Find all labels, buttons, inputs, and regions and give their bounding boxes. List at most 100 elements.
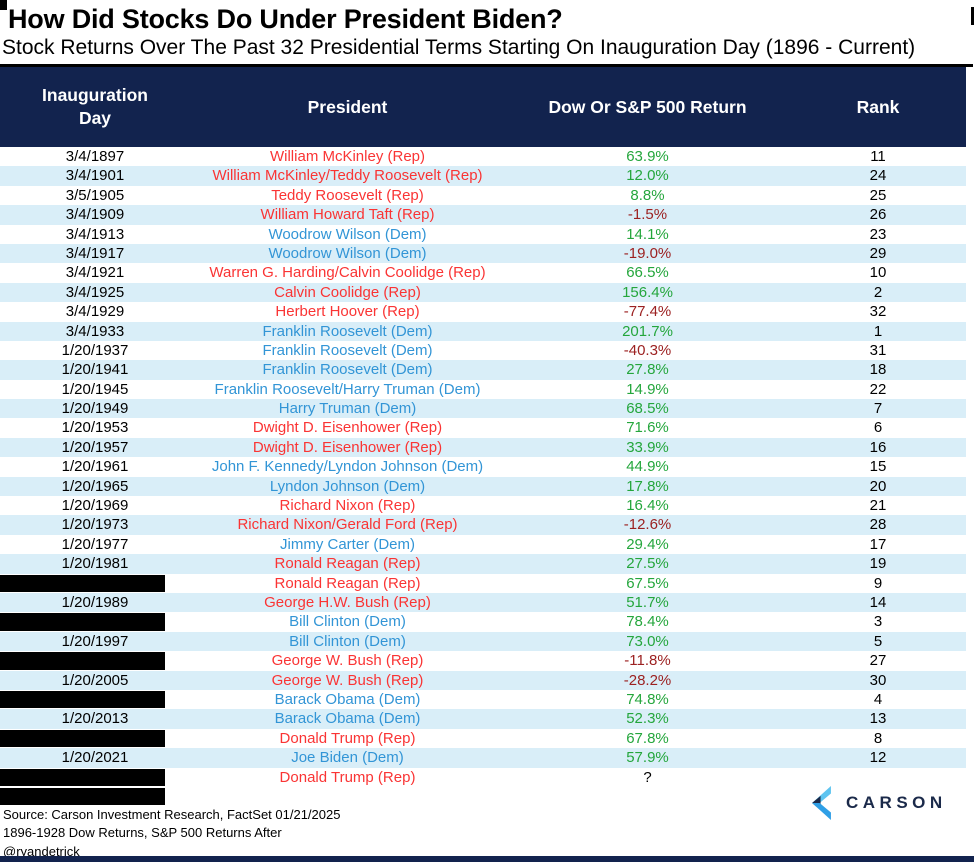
return-cell: -19.0% [623,244,672,262]
table-row: 3/4/1897 William McKinley (Rep) 63.9% 11 [0,147,966,167]
rank-cell: 28 [869,516,887,534]
return-cell: -1.5% [627,206,668,224]
twitter-handle: @ryandetrick [3,843,80,859]
inauguration-day-cell: 1/20/2013 [61,710,129,728]
return-cell: 29.4% [626,535,669,553]
inauguration-day-cell: 1/20/1989 [61,593,129,611]
inauguration-day-cell [0,690,190,709]
rank-cell [790,768,966,787]
inauguration-day-cell: 1/20/1957 [61,438,129,456]
inauguration-day-cell: 3/4/1925 [65,283,125,301]
table-row: 3/5/1905 Teddy Roosevelt (Rep) 8.8% 25 [0,185,966,206]
president-cell: Joe Biden (Dem) [291,749,404,767]
president-cell: George W. Bush (Rep) [271,671,424,689]
return-cell: -12.6% [623,516,672,534]
inauguration-day-cell: 1/20/2021 [61,749,129,767]
inauguration-day-cell: 3/4/1913 [65,225,125,243]
return-cell: 71.6% [626,419,669,437]
return-cell: ? [643,768,652,786]
president-cell: Franklin Roosevelt (Dem) [262,341,433,359]
return-cell: 201.7% [622,322,673,340]
inauguration-day-cell: 3/4/1917 [65,244,125,262]
rank-cell: 26 [869,206,887,224]
president-cell: Dwight D. Eisenhower (Rep) [252,438,443,456]
return-cell: 12.0% [626,167,669,185]
table-row: Donald Trump (Rep)? [0,767,966,787]
president-cell: Richard Nixon/Gerald Ford (Rep) [237,516,458,534]
returns-note: 1896-1928 Dow Returns, S&P 500 Returns A… [3,825,282,841]
president-cell: Bill Clinton (Dem) [289,613,406,631]
table-row: Barack Obama (Dem) 74.8% 4 [0,689,966,710]
source-note: Source: Carson Investment Research, Fact… [3,807,341,822]
table-row: Bill Clinton (Dem) 78.4% 3 [0,612,966,632]
table-row: 1/20/1989 George H.W. Bush (Rep) 51.7% 14 [0,592,966,613]
table-row: 1/20/2013 Barack Obama (Dem) 52.3% 13 [0,709,966,729]
rank-cell: 1 [873,322,883,340]
rank-cell: 12 [869,749,887,767]
table-row: 3/4/1925 Calvin Coolidge (Rep) 156.4% 2 [0,282,966,303]
return-cell: -28.2% [623,671,672,689]
rank-cell: 27 [869,652,887,670]
inauguration-day-cell: 1/20/1941 [61,361,129,379]
carson-logo-text: CARSON [846,793,947,812]
rank-cell: 16 [869,438,887,456]
president-cell: Woodrow Wilson (Dem) [268,225,427,243]
rank-cell: 2 [873,283,883,301]
return-cell: 16.4% [626,497,669,515]
inauguration-day-cell [0,729,190,748]
rank-cell: 13 [869,710,887,728]
redaction-box [0,768,165,786]
rank-cell: 19 [869,555,887,573]
return-cell: -11.8% [624,652,671,670]
return-cell: 156.4% [622,283,673,301]
table-row: 3/4/1909 William Howard Taft (Rep) -1.5% 26 [0,205,966,225]
president-cell: Barack Obama (Dem) [274,710,421,728]
redaction-box [0,690,165,709]
inauguration-day-cell: 1/20/1977 [61,535,129,553]
table-row: 1/20/1969 Richard Nixon (Rep) 16.4% 21 [0,496,966,516]
inauguration-day-cell: 1/20/1997 [61,632,129,650]
table-body: 3/4/1897 William McKinley (Rep) 63.9% 11 3/4… [0,147,966,807]
table-row: 1/20/1981 Ronald Reagan (Rep) 27.5% 19 [0,554,966,574]
table-row: 1/20/1937 Franklin Roosevelt (Dem) -40.3% 3… [0,340,966,361]
rank-cell: 6 [873,419,883,437]
rank-cell: 29 [869,244,887,262]
rank-cell: 17 [869,535,887,553]
carson-logo-icon [812,786,831,820]
inauguration-day-cell: 1/20/1961 [61,458,129,476]
president-cell: Warren G. Harding/Calvin Coolidge (Rep) [209,264,486,282]
president-cell: Barack Obama (Dem) [274,690,421,708]
table-row: 1/20/1941 Franklin Roosevelt (Dem) 27.8% 18 [0,360,966,380]
inauguration-day-cell: 3/4/1897 [65,148,125,165]
inauguration-day-cell [0,651,190,670]
rank-cell: 18 [869,361,887,379]
table-row: 1/20/1953 Dwight D. Eisenhower (Rep) 71.6%… [0,418,966,438]
return-cell: 33.9% [626,438,669,456]
table-row: 3/4/1901 William McKinley/Teddy Roosevelt… [0,166,966,186]
table-row: 3/4/1929 Herbert Hoover (Rep) -77.4% 32 [0,302,966,322]
rank-cell: 30 [869,671,887,689]
inauguration-day-cell: 3/4/1909 [65,206,125,224]
return-cell: 51.7% [626,593,669,611]
table-row: Ronald Reagan (Rep) 67.5% 9 [0,573,966,593]
inauguration-day-cell: 3/4/1901 [65,167,125,185]
inauguration-day-cell: 1/20/1945 [61,380,129,398]
table-row: 1/20/2005 George W. Bush (Rep) -28.2% 30 [0,670,966,690]
page-subtitle: Stock Returns Over The Past 32 President… [2,36,916,59]
president-cell: Franklin Roosevelt/Harry Truman (Dem) [214,380,481,398]
inauguration-day-cell [0,612,190,631]
redaction-box [0,729,165,748]
table-row: 1/20/1949 Harry Truman (Dem) 68.5% 7 [0,399,966,419]
rank-cell: 11 [870,148,886,165]
return-cell: -40.3% [623,341,672,359]
president-cell: William McKinley (Rep) [269,148,426,165]
return-cell: 57.9% [626,749,669,767]
return-cell: 52.3% [626,710,669,728]
column-header-rank: Rank [856,96,900,117]
table-row: 1/20/1957 Dwight D. Eisenhower (Rep) 33.9%… [0,437,966,458]
president-cell: Herbert Hoover (Rep) [275,303,420,321]
table-row: 1/20/1961 John F. Kennedy/Lyndon Johnson … [0,457,966,477]
president-cell: Franklin Roosevelt (Dem) [262,361,433,379]
president-cell: William Howard Taft (Rep) [260,206,435,224]
inauguration-day-cell: 3/4/1921 [65,264,125,282]
